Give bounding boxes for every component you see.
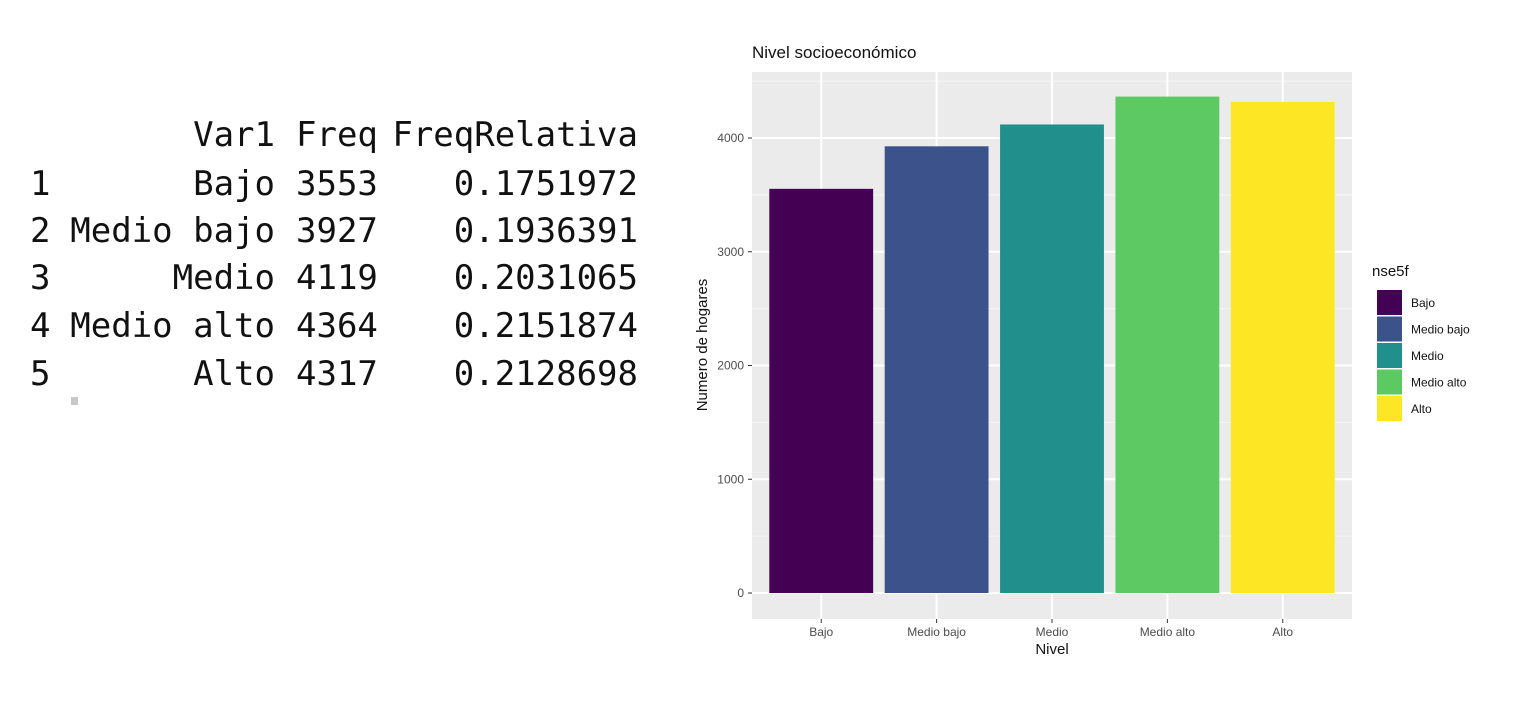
- header-freqrelativa: FreqRelativa: [392, 115, 638, 155]
- y-tick-label: 2000: [717, 359, 744, 373]
- legend-key: [1377, 316, 1402, 342]
- x-axis-label: Nivel: [1035, 641, 1068, 658]
- row-var1: Medio alto: [70, 306, 275, 346]
- table-row: 3 Medio 4119 0.2031065: [0, 254, 700, 302]
- row-index: 5: [30, 354, 51, 394]
- row-freq: 4364: [296, 306, 378, 346]
- console-cursor[interactable]: [71, 397, 78, 405]
- y-tick-label: 0: [737, 586, 744, 600]
- legend-title: nse5f: [1372, 263, 1410, 280]
- console-output: Var1 Freq FreqRelativa 1 Bajo 3553 0.175…: [0, 0, 700, 702]
- row-var1: Bajo: [193, 164, 275, 204]
- header-var1: Var1: [193, 115, 275, 155]
- x-tick-label: Bajo: [809, 625, 833, 639]
- bar-alto: [1230, 101, 1335, 593]
- header-freq: Freq: [296, 115, 378, 155]
- legend-entry: Medio alto: [1411, 376, 1467, 390]
- row-var1: Medio bajo: [70, 211, 275, 251]
- bar-bajo: [769, 188, 874, 593]
- x-tick-label: Medio bajo: [907, 625, 966, 639]
- x-tick-label: Medio: [1036, 625, 1069, 639]
- x-axis: Bajo Medio bajo Medio Medio alto Alto: [809, 619, 1293, 639]
- legend-key: [1377, 290, 1402, 315]
- row-index: 1: [30, 164, 51, 204]
- row-freqrelativa: 0.1936391: [453, 211, 638, 251]
- legend-entry: Medio bajo: [1411, 323, 1470, 337]
- y-tick-label: 4000: [717, 131, 744, 145]
- table-header: Var1 Freq FreqRelativa: [0, 111, 700, 159]
- row-freq: 4119: [296, 258, 378, 298]
- y-tick-label: 3000: [717, 245, 744, 259]
- row-freqrelativa: 0.2151874: [453, 306, 638, 346]
- row-freq: 3927: [296, 211, 378, 251]
- table-row: 2 Medio bajo 3927 0.1936391: [0, 207, 700, 255]
- y-tick-label: 1000: [717, 472, 744, 486]
- row-freqrelativa: 0.2031065: [453, 258, 638, 298]
- legend-key: [1377, 396, 1402, 421]
- x-tick-label: Alto: [1272, 625, 1293, 639]
- legend-key: [1377, 343, 1402, 368]
- bars: [769, 96, 1335, 594]
- row-freq: 4317: [296, 354, 378, 394]
- row-index: 4: [30, 306, 51, 346]
- bar-chart: Nivel socioeconómico 0 1000 2000 3000 4000 B…: [694, 43, 1470, 658]
- row-freqrelativa: 0.1751972: [453, 164, 638, 204]
- chart-title: Nivel socioeconómico: [752, 43, 916, 62]
- row-freqrelativa: 0.2128698: [453, 354, 638, 394]
- bar-medio: [1000, 124, 1104, 594]
- legend-entry: Alto: [1411, 402, 1432, 416]
- row-index: 2: [30, 211, 51, 251]
- bar-medio-alto: [1115, 96, 1220, 593]
- bar-medio-bajo: [884, 146, 989, 593]
- table-row: 1 Bajo 3553 0.1751972: [0, 160, 700, 208]
- legend-entry: Medio: [1411, 349, 1444, 363]
- legend: nse5f Bajo Medio bajo Medio Medio alto Alto: [1372, 263, 1470, 421]
- row-var1: Medio: [172, 258, 275, 298]
- table-row: 4 Medio alto 4364 0.2151874: [0, 302, 700, 350]
- y-axis: 0 1000 2000 3000 4000: [717, 131, 752, 600]
- row-var1: Alto: [193, 354, 275, 394]
- y-axis-label: Numero de hogares: [694, 279, 711, 412]
- table-row: 5 Alto 4317 0.2128698: [0, 350, 700, 398]
- x-tick-label: Medio alto: [1140, 625, 1196, 639]
- row-freq: 3553: [296, 164, 378, 204]
- legend-key: [1377, 369, 1402, 395]
- legend-entry: Bajo: [1411, 296, 1435, 310]
- row-index: 3: [30, 258, 51, 298]
